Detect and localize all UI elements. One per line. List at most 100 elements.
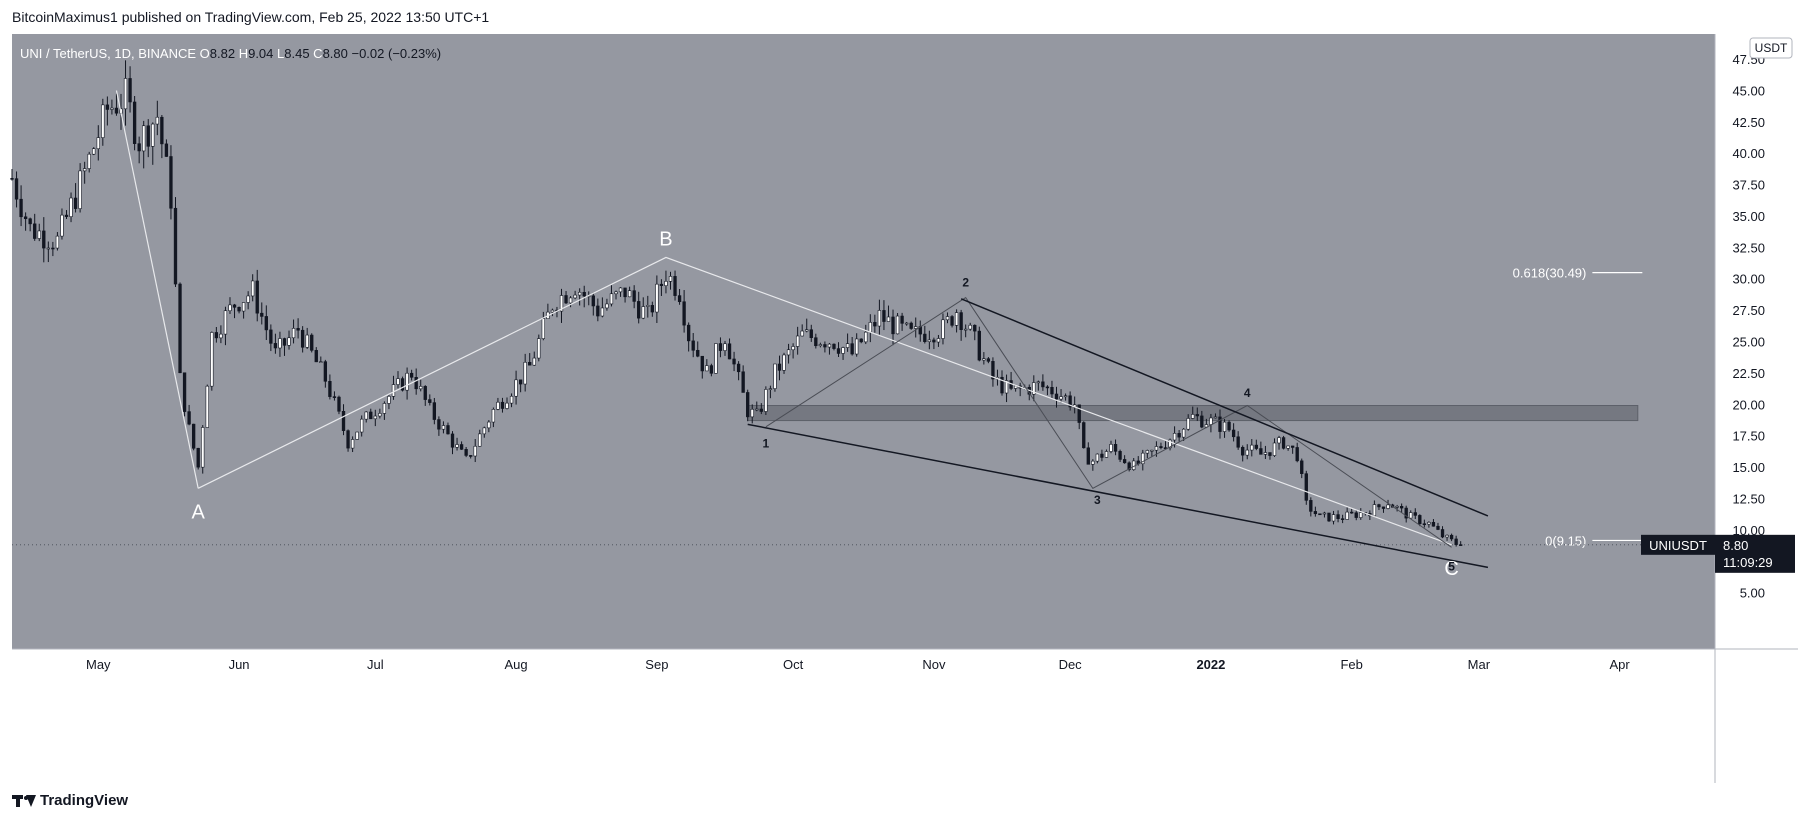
candle[interactable] (114, 93, 119, 116)
candle[interactable] (473, 439, 477, 463)
candle[interactable] (255, 269, 259, 322)
candle[interactable] (1277, 435, 1281, 450)
candle[interactable] (936, 334, 941, 347)
candle[interactable] (96, 125, 100, 161)
candle[interactable] (914, 317, 918, 338)
candle[interactable] (337, 395, 341, 415)
candle[interactable] (1245, 444, 1249, 460)
candle[interactable] (92, 147, 96, 156)
candle[interactable] (1354, 509, 1358, 521)
candle[interactable] (909, 321, 913, 330)
candle[interactable] (169, 145, 173, 220)
candle[interactable] (1281, 435, 1286, 450)
candle[interactable] (1395, 504, 1399, 512)
candle[interactable] (895, 313, 900, 335)
candle[interactable] (201, 425, 205, 474)
candle[interactable] (1127, 461, 1131, 472)
candle[interactable] (369, 408, 373, 420)
candle[interactable] (1095, 453, 1100, 464)
candle[interactable] (823, 341, 827, 353)
candle[interactable] (419, 379, 423, 392)
candle[interactable] (373, 409, 377, 427)
candle[interactable] (105, 96, 110, 126)
candle[interactable] (627, 286, 632, 298)
candle[interactable] (1431, 519, 1436, 527)
candle[interactable] (709, 363, 714, 377)
candle[interactable] (378, 408, 382, 419)
candle[interactable] (1350, 508, 1354, 514)
candle[interactable] (232, 303, 237, 319)
candle[interactable] (945, 312, 950, 324)
candle[interactable] (959, 309, 963, 341)
candle[interactable] (146, 119, 150, 158)
candle[interactable] (509, 393, 514, 408)
candle[interactable] (864, 324, 868, 345)
candle[interactable] (768, 385, 773, 399)
candle[interactable] (123, 60, 128, 126)
candle[interactable] (723, 340, 727, 356)
candle[interactable] (1436, 522, 1440, 531)
candle[interactable] (142, 120, 146, 169)
candle[interactable] (641, 297, 645, 320)
candle[interactable] (682, 290, 686, 333)
candle[interactable] (818, 342, 823, 348)
lead-in-line[interactable] (115, 90, 199, 489)
candle[interactable] (1118, 449, 1122, 463)
candle[interactable] (632, 285, 636, 309)
candle[interactable] (269, 324, 273, 352)
candle[interactable] (964, 324, 968, 338)
candle[interactable] (464, 446, 468, 458)
candle[interactable] (1404, 505, 1408, 523)
candle[interactable] (777, 355, 782, 381)
candle[interactable] (1068, 391, 1072, 411)
candle[interactable] (514, 370, 518, 405)
candle[interactable] (541, 311, 545, 341)
candle[interactable] (950, 315, 954, 328)
candle[interactable] (714, 343, 718, 374)
candle[interactable] (1413, 508, 1417, 519)
candle[interactable] (1418, 514, 1422, 527)
candle[interactable] (396, 371, 400, 389)
candle[interactable] (614, 290, 618, 300)
candle[interactable] (101, 98, 105, 146)
candle[interactable] (300, 326, 305, 353)
candle[interactable] (491, 407, 496, 428)
candle[interactable] (1381, 506, 1386, 513)
candle[interactable] (1168, 438, 1172, 451)
candle[interactable] (1045, 385, 1050, 396)
candle[interactable] (355, 431, 359, 440)
candle[interactable] (496, 397, 500, 411)
impulse-wave-path[interactable] (765, 296, 1452, 548)
candle[interactable] (877, 299, 882, 335)
candle[interactable] (1295, 442, 1299, 463)
candle[interactable] (886, 305, 891, 322)
candle[interactable] (1109, 440, 1113, 454)
candle[interactable] (1304, 470, 1308, 505)
candle[interactable] (182, 372, 187, 417)
candle[interactable] (1227, 420, 1231, 432)
candle[interactable] (923, 325, 927, 344)
candle[interactable] (1122, 455, 1127, 464)
candle[interactable] (478, 429, 482, 447)
candle[interactable] (564, 291, 568, 305)
candle[interactable] (677, 288, 682, 305)
candle[interactable] (1213, 413, 1218, 419)
candle[interactable] (659, 279, 664, 296)
candle[interactable] (23, 212, 28, 231)
candle[interactable] (537, 334, 541, 362)
candle[interactable] (845, 333, 850, 352)
candle[interactable] (904, 321, 909, 326)
candle[interactable] (809, 324, 813, 342)
candle[interactable] (855, 333, 859, 357)
candle[interactable] (260, 302, 264, 325)
candle[interactable] (1036, 380, 1041, 391)
candle[interactable] (637, 291, 641, 324)
candle[interactable] (46, 241, 50, 263)
candle[interactable] (900, 312, 904, 331)
candle[interactable] (532, 351, 536, 366)
candle[interactable] (432, 397, 437, 425)
candle[interactable] (264, 305, 268, 341)
candle[interactable] (1359, 508, 1363, 520)
candle[interactable] (1445, 534, 1449, 541)
candle[interactable] (1145, 449, 1149, 459)
